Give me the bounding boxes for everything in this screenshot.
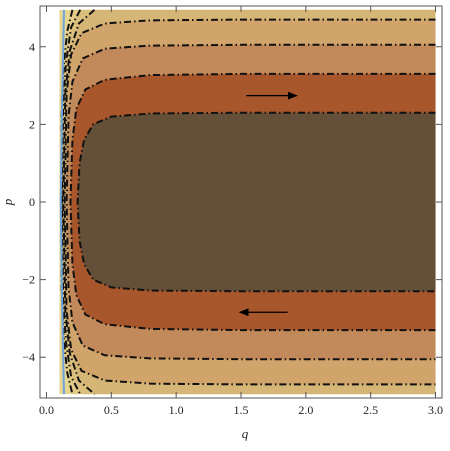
contour-line [65,43,436,361]
y-tick-label: 4 [29,40,35,54]
y-tick-label: −4 [22,350,35,364]
x-tick-label: 1.0 [169,403,184,417]
x-tick-label: 1.5 [234,403,249,417]
x-tick-label: 0.0 [39,403,54,417]
y-tick-label: −2 [22,273,35,287]
contour-band [77,112,436,292]
x-tick-label: 2.5 [363,403,378,417]
y-tick-label: 0 [29,195,35,209]
contour-line [61,9,82,395]
boundary-line [59,9,65,395]
x-axis-label: q [242,426,249,441]
x-tick-label: 2.0 [298,403,313,417]
contour-line [69,72,436,332]
y-axis-label: p [0,198,15,206]
x-tick-label: 3.0 [428,403,443,417]
contour-line [63,18,436,386]
x-tick-label: 0.5 [104,403,119,417]
y-tick-label: 2 [29,117,35,131]
contour-line [62,9,96,395]
contour-line [76,111,436,293]
plot-area: 0.0 0.5 1.0 1.5 2.0 2.5 3.0 −4 −2 0 2 4 [22,5,443,417]
